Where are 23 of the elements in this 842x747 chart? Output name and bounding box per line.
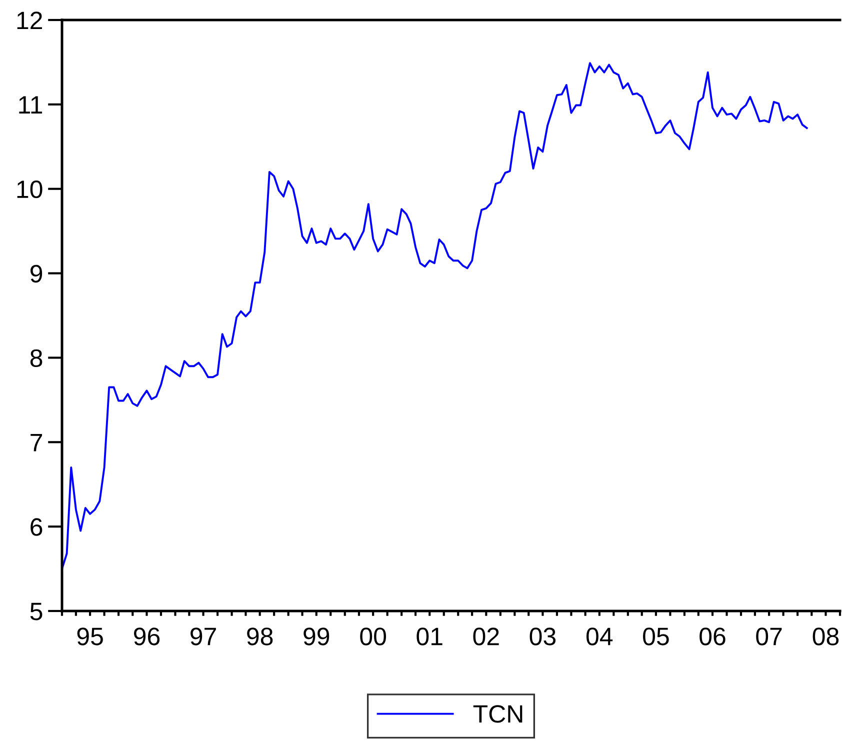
y-tick-label: 10 xyxy=(17,180,42,198)
x-tick-label: 07 xyxy=(756,628,782,646)
x-tick-label: 04 xyxy=(586,628,613,646)
y-tick-label: 12 xyxy=(17,12,42,30)
y-tick-label: 6 xyxy=(30,518,42,536)
x-tick-label: 98 xyxy=(247,628,273,646)
legend-label: TCN xyxy=(473,705,522,723)
x-tick-label: 08 xyxy=(812,628,839,646)
x-tick-label: 01 xyxy=(416,628,442,646)
x-tick-label: 97 xyxy=(190,628,216,646)
y-tick-label: 7 xyxy=(30,434,42,452)
y-tick-label: 11 xyxy=(19,96,42,114)
x-tick-label: 03 xyxy=(530,628,556,646)
y-tick-label: 8 xyxy=(30,349,42,368)
y-tick-label: 9 xyxy=(30,264,42,283)
x-tick-label: 05 xyxy=(643,628,669,646)
x-tick-label: 96 xyxy=(134,628,160,646)
x-tick-label: 00 xyxy=(360,628,386,646)
x-tick-label: 99 xyxy=(304,628,330,646)
y-tick-label: 5 xyxy=(30,602,42,620)
x-tick-label: 06 xyxy=(700,628,726,646)
x-tick-label: 95 xyxy=(77,628,103,646)
x-tick-label: 02 xyxy=(473,628,499,646)
